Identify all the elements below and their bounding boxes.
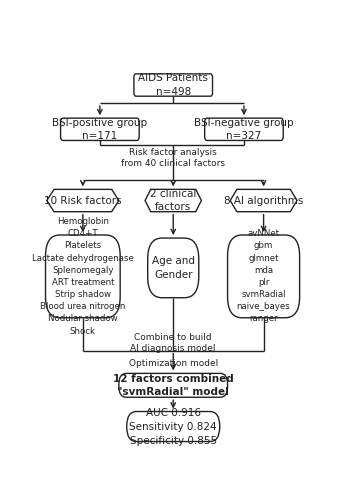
Polygon shape [230, 190, 297, 212]
FancyBboxPatch shape [227, 235, 299, 318]
Text: 2 clinical
factors: 2 clinical factors [150, 190, 196, 212]
FancyBboxPatch shape [204, 118, 283, 141]
Text: AUC 0.916
Sensitivity 0.824
Specificity 0.855: AUC 0.916 Sensitivity 0.824 Specificity … [129, 408, 217, 446]
FancyBboxPatch shape [46, 235, 120, 318]
FancyBboxPatch shape [127, 412, 220, 442]
Text: Combine to build
AI diagnosis model: Combine to build AI diagnosis model [130, 333, 216, 353]
Text: Hemoglobin
CD4+T
Platelets
Lactate dehydrogenase
Splenomegaly
ART treatment
Stri: Hemoglobin CD4+T Platelets Lactate dehyd… [32, 217, 134, 336]
FancyBboxPatch shape [61, 118, 139, 141]
Text: Optimization model: Optimization model [128, 359, 218, 368]
Text: BSI-negative group
n=327: BSI-negative group n=327 [194, 118, 294, 141]
FancyBboxPatch shape [119, 374, 227, 398]
Text: Risk factor analysis
from 40 clinical factors: Risk factor analysis from 40 clinical fa… [121, 148, 225, 169]
Text: Age and
Gender: Age and Gender [152, 256, 195, 280]
FancyBboxPatch shape [134, 74, 213, 96]
Text: 10 Risk factors: 10 Risk factors [44, 196, 122, 205]
Polygon shape [145, 190, 201, 212]
Text: 12 factors combined
"svmRadial" model: 12 factors combined "svmRadial" model [113, 374, 234, 397]
FancyBboxPatch shape [148, 238, 199, 298]
Text: AIDS Patients
n=498: AIDS Patients n=498 [138, 74, 208, 96]
Text: BSI-positive group
n=171: BSI-positive group n=171 [52, 118, 147, 141]
Text: avNNet
gbm
glmnet
mda
plr
svmRadial
naive_bayes
ranger: avNNet gbm glmnet mda plr svmRadial naiv… [237, 230, 290, 324]
Text: 8 AI algorithms: 8 AI algorithms [224, 196, 303, 205]
Polygon shape [47, 190, 119, 212]
